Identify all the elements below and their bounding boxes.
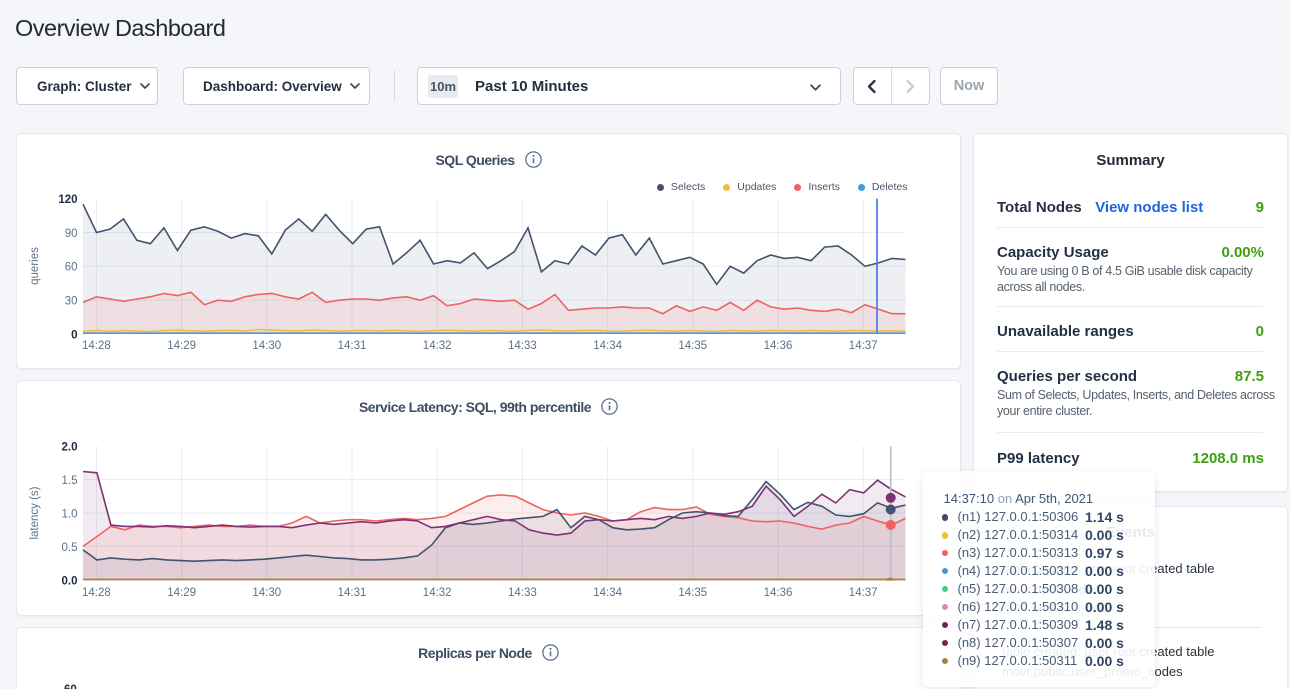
svg-text:14:32: 14:32 [423, 587, 452, 599]
svg-text:2.0: 2.0 [62, 441, 78, 453]
svg-text:14:28: 14:28 [82, 587, 111, 599]
svg-text:0.0: 0.0 [62, 575, 78, 587]
svg-text:0: 0 [71, 329, 77, 341]
svg-text:90: 90 [65, 228, 78, 240]
svg-text:14:32: 14:32 [423, 340, 452, 352]
svg-text:14:35: 14:35 [678, 587, 707, 599]
svg-text:latency (s): latency (s) [29, 486, 41, 539]
svg-text:14:33: 14:33 [508, 587, 537, 599]
svg-text:14:30: 14:30 [252, 587, 281, 599]
svg-text:1.0: 1.0 [62, 508, 78, 520]
svg-text:14:29: 14:29 [167, 587, 196, 599]
svg-text:14:33: 14:33 [508, 340, 537, 352]
svg-text:30: 30 [65, 296, 78, 308]
svg-text:1.5: 1.5 [62, 475, 78, 487]
svg-text:14:34: 14:34 [593, 587, 622, 599]
svg-text:14:31: 14:31 [338, 587, 367, 599]
svg-text:14:35: 14:35 [678, 340, 707, 352]
svg-text:0.5: 0.5 [62, 542, 78, 554]
svg-text:14:30: 14:30 [252, 340, 281, 352]
svg-text:14:36: 14:36 [764, 587, 793, 599]
svg-text:14:34: 14:34 [593, 340, 622, 352]
svg-text:14:36: 14:36 [764, 340, 793, 352]
svg-text:14:37: 14:37 [849, 587, 878, 599]
svg-text:14:28: 14:28 [82, 340, 111, 352]
svg-text:120: 120 [58, 194, 77, 206]
svg-text:14:31: 14:31 [338, 340, 367, 352]
svg-text:14:37: 14:37 [849, 340, 878, 352]
svg-text:14:29: 14:29 [167, 340, 196, 352]
svg-text:queries: queries [29, 247, 41, 285]
svg-text:60: 60 [65, 262, 78, 274]
